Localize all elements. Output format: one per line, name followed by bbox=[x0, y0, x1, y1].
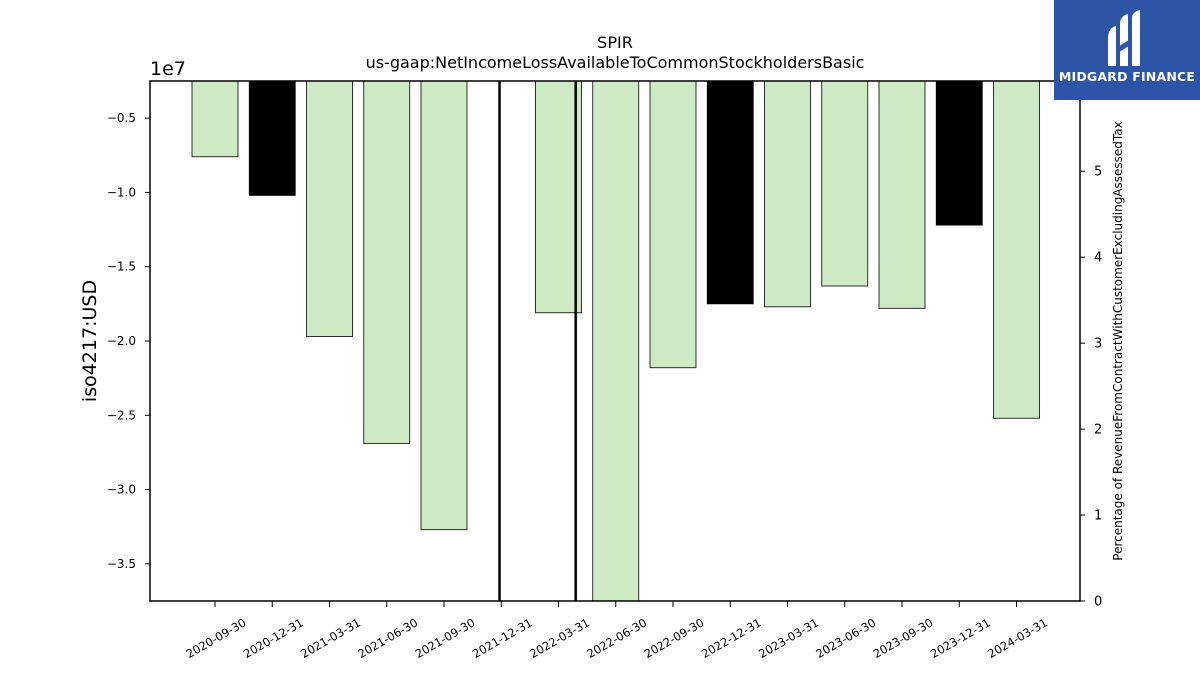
bar-2022-09-30 bbox=[649, 80, 697, 369]
y-tick-label: −3.0 bbox=[107, 483, 136, 497]
x-tick-label: 2022-09-30 bbox=[642, 615, 707, 661]
x-tick-label: 2024-03-31 bbox=[985, 615, 1050, 661]
y2-tick-label: 2 bbox=[1094, 423, 1102, 438]
x-tick-label: 2023-09-30 bbox=[871, 615, 936, 661]
y2-tick-label: 1 bbox=[1094, 509, 1102, 524]
bar-2023-09-30 bbox=[878, 80, 926, 309]
bar-2021-09-30 bbox=[420, 80, 468, 531]
bar-2022-03-31 bbox=[535, 80, 582, 314]
vertical-lines-group bbox=[498, 81, 577, 601]
y2-tick-label: 0 bbox=[1094, 595, 1102, 610]
y2-tick-label: 5 bbox=[1094, 165, 1102, 180]
y-tick-label: −3.5 bbox=[107, 557, 136, 571]
bars-group bbox=[191, 80, 1040, 602]
bar-2023-03-31 bbox=[764, 80, 811, 308]
y-tick-label: −0.5 bbox=[107, 111, 136, 125]
y2-tick-label: 4 bbox=[1094, 251, 1102, 266]
bar-2022-12-31 bbox=[706, 80, 754, 305]
x-tick-label: 2023-06-30 bbox=[813, 615, 878, 661]
x-tick-label: 2022-06-30 bbox=[584, 615, 649, 661]
y-offset-label: 1e7 bbox=[150, 58, 186, 80]
y2-tick-label: 3 bbox=[1094, 337, 1102, 352]
logo-text: MIDGARD FINANCE bbox=[1058, 69, 1196, 84]
chart-subtitle: us-gaap:NetIncomeLossAvailableToCommonSt… bbox=[366, 53, 865, 72]
x-tick-label: 2022-03-31 bbox=[527, 615, 592, 661]
bar-2020-09-30 bbox=[191, 80, 239, 158]
y-axis-label: iso4217:USD bbox=[79, 280, 101, 402]
y2-axis-ticks: 0 1 2 3 4 5 bbox=[1080, 165, 1102, 610]
plot-frame bbox=[149, 80, 1081, 602]
chart-title: SPIR bbox=[597, 33, 633, 52]
y-tick-label: −1.5 bbox=[107, 260, 136, 274]
logo-mark-icon bbox=[1108, 10, 1140, 66]
bar-2024-03-31 bbox=[993, 80, 1040, 419]
x-tick-label: 2023-12-31 bbox=[928, 615, 993, 661]
bar-2021-03-31 bbox=[306, 80, 353, 337]
x-tick-label: 2022-12-31 bbox=[699, 615, 764, 661]
midgard-finance-logo: MIDGARD FINANCE bbox=[1054, 0, 1200, 100]
x-axis-ticks: 2020-09-302020-12-312021-03-312021-06-30… bbox=[184, 601, 1050, 661]
x-tick-label: 2020-09-30 bbox=[184, 615, 249, 661]
y2-axis-label: Percentage of RevenueFromContractWithCus… bbox=[1111, 121, 1125, 560]
x-tick-label: 2023-03-31 bbox=[756, 615, 821, 661]
x-tick-label: 2021-06-30 bbox=[355, 615, 420, 661]
bar-2023-06-30 bbox=[821, 80, 869, 287]
bar-2023-12-31 bbox=[935, 80, 983, 226]
bar-2022-06-30 bbox=[592, 80, 640, 602]
x-tick-label: 2021-03-31 bbox=[298, 615, 363, 661]
x-tick-label: 2021-12-31 bbox=[470, 615, 535, 661]
y-axis-ticks: −0.5 −1.0 −1.5 −2.0 −2.5 −3.0 −3.5 bbox=[107, 111, 150, 571]
bar-2020-12-31 bbox=[248, 80, 296, 196]
y-tick-label: −2.0 bbox=[107, 334, 136, 348]
y-tick-label: −1.0 bbox=[107, 185, 136, 199]
bar-2021-06-30 bbox=[363, 80, 411, 444]
x-tick-label: 2020-12-31 bbox=[241, 615, 306, 661]
x-tick-label: 2021-09-30 bbox=[413, 615, 478, 661]
y-tick-label: −2.5 bbox=[107, 408, 136, 422]
